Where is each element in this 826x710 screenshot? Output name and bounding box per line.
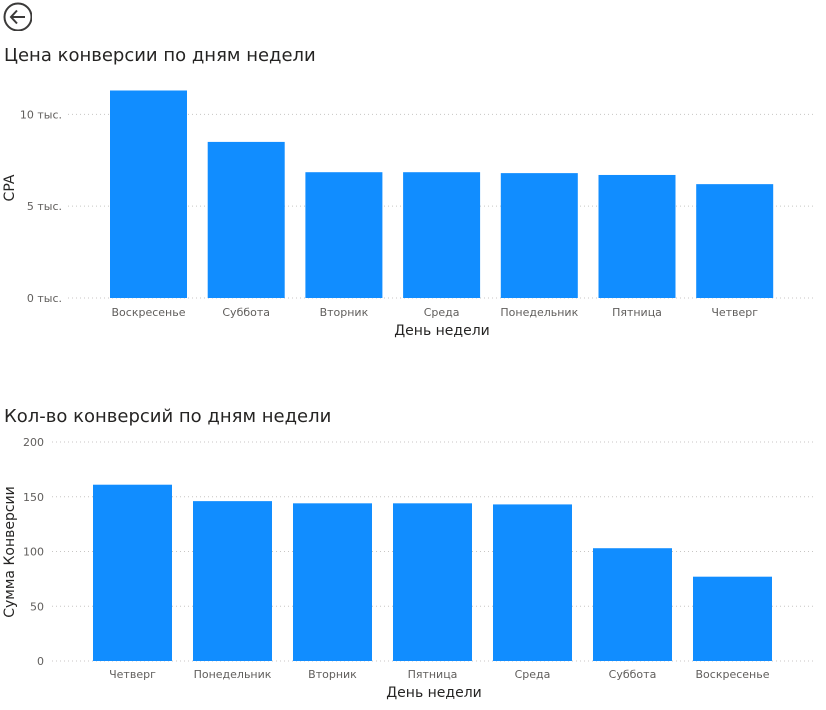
bar xyxy=(193,501,272,661)
bar xyxy=(593,548,672,661)
x-tick-label: Среда xyxy=(424,306,460,319)
bar xyxy=(696,184,774,298)
x-axis-title: День недели xyxy=(386,685,482,701)
y-tick-label: 100 xyxy=(23,546,44,559)
x-tick-label: Пятница xyxy=(408,668,458,681)
y-tick-label: 200 xyxy=(23,436,44,449)
x-tick-label: Вторник xyxy=(308,668,357,681)
bar xyxy=(110,90,187,298)
x-tick-label: Четверг xyxy=(109,668,156,681)
x-tick-label: Среда xyxy=(515,668,551,681)
x-tick-label: Пятница xyxy=(612,306,662,319)
y-axis-title: CPA xyxy=(2,174,18,201)
x-tick-label: Понедельник xyxy=(500,306,578,319)
x-tick-label: Суббота xyxy=(222,306,270,319)
arrow-left-circle-icon xyxy=(3,2,32,31)
bar xyxy=(403,172,481,298)
bar xyxy=(693,576,772,661)
bar xyxy=(500,173,578,298)
x-tick-label: Воскресенье xyxy=(112,306,186,319)
back-button[interactable] xyxy=(2,1,32,31)
y-tick-label: 5 тыс. xyxy=(27,200,62,213)
chart-title: Цена конверсии по дням недели xyxy=(4,45,316,66)
bar xyxy=(293,503,372,661)
bar xyxy=(493,504,572,661)
chart-title: Кол-во конверсий по дням недели xyxy=(4,406,332,427)
y-axis-title: Сумма Конверсии xyxy=(2,486,18,618)
y-tick-label: 10 тыс. xyxy=(20,108,62,121)
x-axis-title: День недели xyxy=(394,323,490,339)
y-tick-label: 50 xyxy=(30,600,44,613)
y-tick-label: 150 xyxy=(23,491,44,504)
bar xyxy=(207,141,285,298)
x-tick-label: Воскресенье xyxy=(696,668,770,681)
cpa-bar-chart: 0 тыс. 5 тыс. 10 тыс. Воскресенье Суббота Вто… xyxy=(2,90,816,339)
bar xyxy=(393,503,472,661)
x-tick-label: Понедельник xyxy=(194,668,272,681)
y-tick-label: 0 тыс. xyxy=(27,292,62,305)
x-tick-label: Суббота xyxy=(609,668,657,681)
x-tick-label: Вторник xyxy=(320,306,369,319)
x-tick-label: Четверг xyxy=(711,306,758,319)
bar xyxy=(305,172,383,298)
bar xyxy=(598,174,676,298)
bar xyxy=(93,484,172,661)
y-tick-label: 0 xyxy=(37,655,44,668)
